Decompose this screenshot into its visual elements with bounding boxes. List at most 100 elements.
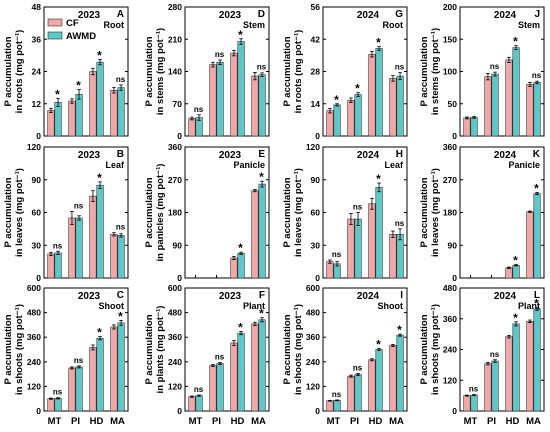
y-axis-label: P accumulationin shoots (mg pot⁻¹) [3, 304, 25, 395]
panel-year: 2023 [78, 291, 101, 302]
bar-awmd [375, 349, 383, 412]
significance-label: ns [194, 385, 204, 394]
y-axis-label: P accumulationin shoots (mg pot⁻¹) [419, 304, 441, 395]
x-tick-label: HD [231, 416, 245, 427]
y-tick-label: 480 [443, 283, 457, 293]
y-tick-label: 14 [311, 99, 321, 109]
y-tick-label: 90 [448, 240, 458, 250]
y-axis-label-line: P accumulation [419, 36, 430, 106]
significance-label: * [55, 87, 60, 101]
y-tick-label: 240 [443, 345, 457, 355]
panel-letter: H [396, 149, 403, 160]
panel-letter: D [258, 9, 265, 20]
y-tick-label: 200 [443, 2, 457, 12]
y-tick-label: 60 [311, 208, 321, 218]
panel-g: 0 14 28 42 56 P accumulationin roots (mg pot⁻… [282, 2, 408, 141]
bar-cf [230, 257, 238, 279]
bar-cf [368, 359, 376, 412]
bar-cf [188, 118, 196, 137]
y-tick-label: 60 [32, 208, 42, 218]
panel-letter: E [258, 149, 265, 160]
y-axis-label-line: in shoots (mg pot⁻¹) [14, 304, 25, 395]
bar-cf [463, 395, 471, 412]
legend: CF AWMD [47, 18, 96, 42]
bar-cf [526, 321, 534, 412]
plot-frame [184, 287, 270, 412]
panel-letter: I [400, 290, 403, 301]
y-tick-label: 0 [452, 406, 457, 416]
x-tick-label: MT [189, 416, 203, 427]
significance-label: * [334, 93, 339, 107]
bar-awmd [533, 82, 541, 137]
bar-awmd [237, 332, 245, 412]
y-tick-label: 0 [452, 131, 457, 141]
y-tick-label: 210 [168, 34, 182, 44]
y-tick-label: 360 [168, 332, 182, 342]
y-axis-label-line: P accumulation [419, 177, 430, 247]
y-axis-label-line: in stems (mg pot⁻¹) [430, 28, 441, 115]
bar-awmd [54, 252, 62, 279]
bar-cf [209, 64, 217, 137]
panel-organ-label: Panicle [508, 160, 540, 170]
significance-label: ns [194, 105, 204, 114]
y-tick-label: 90 [173, 240, 183, 250]
y-axis-label-line: P accumulation [3, 314, 14, 384]
significance-label: * [355, 82, 360, 96]
panel-letter: K [533, 149, 541, 160]
bar-awmd [396, 75, 404, 137]
bar-awmd [533, 193, 541, 279]
x-tick-label: MA [110, 416, 125, 427]
panel-a: 0 12 24 36 48 P accumulationin roots (mg pot⁻… [3, 2, 129, 141]
bar-awmd [533, 308, 541, 412]
panel-organ-label: Plant [243, 301, 265, 311]
x-tick-label: MT [327, 416, 341, 427]
panel-j: 0 50 100 150 200 P accumulationin stems (mg p… [419, 2, 545, 141]
y-tick-label: 0 [315, 131, 320, 141]
panel-letter: G [395, 9, 403, 20]
y-tick-label: 120 [27, 381, 41, 391]
y-tick-label: 90 [311, 175, 321, 185]
y-axis-label: P accumulationin stems (mg pot⁻¹) [419, 28, 441, 115]
y-tick-label: 0 [36, 131, 41, 141]
y-tick-label: 180 [443, 208, 457, 218]
bar-cf [89, 195, 97, 279]
y-tick-label: 30 [311, 240, 321, 250]
significance-label: * [259, 170, 264, 184]
legend-label-cf: CF [66, 18, 79, 29]
significance-label: * [97, 48, 102, 62]
significance-label: * [376, 36, 381, 50]
significance-label: * [97, 171, 102, 185]
bar-cf [47, 253, 55, 279]
significance-label: * [238, 241, 243, 255]
bar-cf [89, 347, 97, 412]
y-tick-label: 240 [27, 357, 41, 367]
y-axis-label: P accumulationin leaves (mg pot⁻¹) [282, 168, 304, 257]
bar-awmd [216, 363, 224, 412]
significance-label: * [397, 323, 402, 337]
y-axis-label: P accumulationin leaves (mg pot⁻¹) [419, 168, 441, 257]
bar-cf [251, 75, 259, 137]
panel-f: 0 120 240 360 480 600 P accumulationin plants … [144, 283, 270, 427]
y-axis-label: P accumulationin panicles (mg pot⁻¹) [144, 164, 166, 262]
bar-awmd [117, 87, 125, 137]
y-tick-label: 600 [27, 283, 41, 293]
y-tick-label: 90 [32, 175, 42, 185]
significance-label: * [376, 337, 381, 351]
bar-cf [347, 99, 355, 137]
y-tick-label: 360 [168, 142, 182, 152]
y-tick-label: 24 [32, 67, 42, 77]
legend-swatch-awmd [47, 31, 63, 40]
panel-year: 2024 [357, 10, 380, 21]
bar-cf [68, 217, 76, 279]
y-axis-label-line: P accumulation [282, 36, 293, 106]
panel-year: 2024 [494, 10, 517, 21]
significance-label: ns [395, 219, 405, 228]
x-tick-label: PI [487, 416, 496, 427]
bar-awmd [54, 397, 62, 412]
y-tick-label: 360 [306, 332, 320, 342]
significance-label: * [513, 35, 518, 49]
y-tick-label: 600 [306, 283, 320, 293]
panel-organ-label: Leaf [384, 160, 404, 170]
y-tick-label: 480 [306, 308, 320, 318]
panel-letter: B [117, 149, 124, 160]
